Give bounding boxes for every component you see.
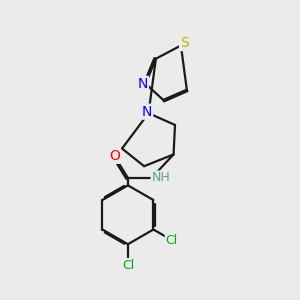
Text: Cl: Cl [166,234,178,247]
Text: N: N [142,105,152,119]
Text: S: S [180,36,189,50]
Text: N: N [137,77,148,91]
Text: O: O [109,149,120,163]
Text: Cl: Cl [122,259,134,272]
Text: NH: NH [152,172,170,184]
